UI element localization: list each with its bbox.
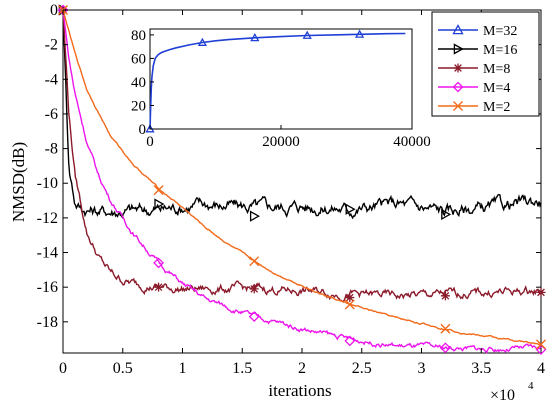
x-tick-label: 4	[537, 360, 545, 377]
y-tick-label: -18	[37, 314, 58, 331]
y-tick-label: -10	[37, 175, 58, 192]
series-marker-m8	[440, 291, 450, 301]
y-tick-label: 0	[50, 2, 58, 19]
series-marker-m4	[153, 257, 165, 269]
inset-x-tick-label: 0	[146, 134, 154, 150]
series-line-m16	[62, 9, 542, 220]
y-tick-label: -4	[45, 71, 58, 88]
inset-y-tick-label: 60	[131, 51, 146, 67]
y-tick-label: -16	[37, 279, 58, 296]
legend-marker-m8	[453, 63, 463, 73]
x-tick-label: 1.5	[232, 360, 252, 377]
x-tick-label: 3.5	[471, 360, 491, 377]
x-tick-label: 2	[298, 360, 306, 377]
inset-axis-ticks: 0 20000 40000 0 20 40 60 80	[131, 28, 431, 150]
legend-label-m16: M=16	[483, 43, 517, 58]
y-tick-label: -8	[45, 141, 58, 158]
x-multiplier-exponent: 4	[528, 380, 534, 392]
series-marker-m4	[248, 311, 260, 323]
y-tick-label: -12	[37, 210, 58, 227]
x-tick-label: 3	[418, 360, 426, 377]
series-marker-m2	[536, 339, 546, 350]
inset-background	[149, 28, 413, 130]
legend-label-m4: M=4	[483, 81, 510, 96]
series-marker-m2	[153, 185, 164, 196]
y-tick-label: -14	[37, 245, 58, 262]
series-line-m4	[62, 9, 542, 354]
legend-label-m2: M=2	[483, 100, 510, 115]
inset-series-marker-m32	[302, 30, 312, 39]
series-marker-m8	[154, 282, 164, 292]
series-line-m8	[62, 9, 542, 303]
inset-series-marker-m32	[250, 32, 260, 42]
series-marker-m16	[154, 198, 165, 210]
inset-series-marker-m32	[354, 29, 365, 38]
legend-label-m8: M=8	[483, 62, 510, 77]
inset-y-tick-label: 20	[131, 98, 146, 114]
legend-marker-m4	[452, 81, 464, 93]
x-tick-label: 0.5	[113, 360, 133, 377]
inset-y-tick-label: 40	[131, 75, 146, 91]
x-tick-label: 2.5	[352, 360, 372, 377]
legend: M=32 M=16 M=8 M=4 M=2	[438, 24, 517, 115]
series-marker-m4	[344, 335, 356, 347]
series-line-m2	[62, 9, 542, 346]
main-axis-ticks: 0 0.5 1 1.5 2 2.5 3 3.5 40-2-4-6-8-10-12-14-16-1…	[37, 2, 545, 377]
inset-x-tick-label: 40000	[393, 134, 431, 150]
series-marker-m16	[345, 203, 356, 215]
inset-y-tick-label: 80	[131, 28, 146, 44]
x-tick-label: 0	[59, 360, 67, 377]
main-series-group	[57, 4, 547, 355]
y-tick-label: -6	[45, 106, 58, 123]
series-marker-m16	[441, 208, 452, 221]
y-tick-label: -2	[45, 37, 58, 54]
series-marker-m2	[440, 323, 451, 334]
legend-label-m32: M=32	[483, 24, 517, 39]
legend-marker-m2	[453, 101, 463, 111]
x-axis-label: iterations	[268, 381, 331, 400]
series-marker-m8	[345, 293, 355, 303]
y-axis-label: NMSD(dB)	[9, 142, 28, 222]
inset-y-tick-label: 0	[139, 122, 147, 138]
legend-marker-m32	[452, 24, 464, 35]
legend-marker-m16	[453, 43, 464, 55]
x-tick-label: 1	[179, 360, 187, 377]
inset-series-group	[145, 29, 406, 133]
series-marker-m2	[344, 299, 355, 310]
inset-x-tick-label: 20000	[262, 134, 300, 150]
inset-series-marker-m32	[197, 37, 208, 46]
series-marker-m8	[536, 287, 546, 297]
series-marker-m4	[439, 342, 451, 354]
x-multiplier-label: ×10	[490, 387, 515, 404]
series-marker-m2	[249, 256, 260, 267]
series-marker-m16	[249, 210, 261, 222]
series-marker-m8	[249, 284, 259, 294]
inset-series-line-m32	[149, 32, 406, 130]
